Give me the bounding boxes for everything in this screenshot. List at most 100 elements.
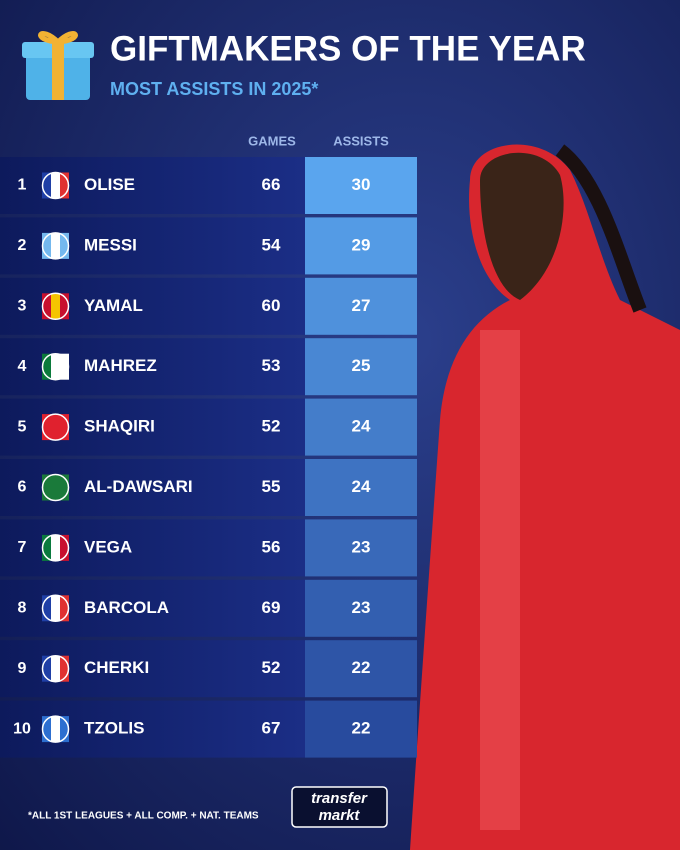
flag-part bbox=[60, 232, 69, 259]
flag-part bbox=[60, 414, 69, 441]
flag-part bbox=[51, 353, 60, 380]
flag bbox=[41, 534, 70, 562]
flag-part bbox=[42, 353, 51, 380]
player-name: MESSI bbox=[84, 235, 137, 254]
flag-part bbox=[51, 534, 60, 561]
title: GIFTMAKERS OF THE YEAR bbox=[110, 29, 586, 68]
flag-part bbox=[42, 172, 51, 199]
flag-part bbox=[51, 232, 60, 259]
assists: 24 bbox=[352, 477, 371, 496]
flag-part bbox=[51, 595, 60, 622]
rank: 9 bbox=[18, 660, 27, 677]
flag-part bbox=[60, 172, 69, 199]
flag-part bbox=[42, 414, 51, 441]
rank: 8 bbox=[18, 600, 27, 617]
games: 53 bbox=[262, 356, 281, 375]
assists-cell bbox=[305, 519, 417, 577]
flag-part bbox=[42, 474, 51, 501]
table: 1 OLISE 66 30 2 MESSI 54 29 3 YAMAL 60 27 4 MAHREZ 53 2… bbox=[0, 157, 417, 758]
assists: 22 bbox=[352, 719, 371, 738]
flag-ring bbox=[41, 594, 70, 623]
flag-part bbox=[60, 293, 69, 320]
flag bbox=[41, 715, 70, 743]
flag bbox=[41, 594, 70, 623]
assists: 23 bbox=[352, 598, 371, 617]
games: 54 bbox=[262, 235, 281, 254]
flag bbox=[41, 232, 70, 260]
rank: 10 bbox=[13, 720, 31, 737]
rank: 2 bbox=[18, 237, 27, 254]
assists: 27 bbox=[352, 296, 371, 315]
flag bbox=[41, 473, 70, 502]
footnote: *ALL 1ST LEAGUES + ALL COMP. + NAT. TEAM… bbox=[28, 811, 259, 822]
flag bbox=[41, 654, 70, 683]
player-name: OLISE bbox=[84, 175, 135, 194]
rank: 7 bbox=[18, 539, 27, 556]
games: 66 bbox=[262, 175, 281, 194]
assists-cell bbox=[305, 398, 417, 456]
assists: 30 bbox=[352, 175, 371, 194]
assists-cell bbox=[305, 640, 417, 698]
player-name: SHAQIRI bbox=[84, 417, 155, 436]
assists-cell bbox=[305, 277, 417, 335]
assists-cell bbox=[305, 217, 417, 275]
flag-ring bbox=[41, 534, 70, 562]
assists-cell bbox=[305, 459, 417, 516]
flag-part bbox=[42, 534, 51, 561]
assists: 23 bbox=[352, 537, 371, 556]
flag-part bbox=[60, 534, 69, 561]
flag-ring bbox=[41, 292, 70, 321]
assists: 29 bbox=[352, 235, 371, 254]
flag-part bbox=[51, 293, 60, 320]
flag-ring bbox=[41, 232, 70, 260]
games: 52 bbox=[262, 417, 281, 436]
flag-part bbox=[42, 293, 51, 320]
player-name: BARCOLA bbox=[84, 598, 169, 617]
assists-cell bbox=[305, 579, 417, 637]
column-header: ASSISTS bbox=[333, 133, 389, 148]
flag-part bbox=[51, 474, 60, 501]
rank: 1 bbox=[18, 177, 27, 194]
logo: transfer markt bbox=[291, 786, 388, 828]
flag bbox=[41, 413, 70, 441]
games: 60 bbox=[262, 296, 281, 315]
assists-cell bbox=[305, 338, 417, 396]
flag bbox=[41, 171, 70, 200]
logo-text: transfer bbox=[311, 790, 368, 807]
flag-part bbox=[51, 172, 60, 199]
flag-ring bbox=[41, 473, 70, 502]
flag-part bbox=[60, 716, 69, 743]
flag-part bbox=[42, 595, 51, 622]
flag-part bbox=[60, 655, 69, 682]
player-name: TZOLIS bbox=[84, 719, 144, 738]
flag-ring bbox=[41, 715, 70, 743]
player-name: YAMAL bbox=[84, 296, 143, 315]
rank: 4 bbox=[18, 358, 27, 375]
flag bbox=[41, 292, 70, 321]
column-header: GAMES bbox=[248, 133, 296, 148]
assists: 22 bbox=[352, 658, 371, 677]
rank: 6 bbox=[18, 479, 27, 496]
flag-part bbox=[51, 655, 60, 682]
assists: 24 bbox=[352, 417, 371, 436]
games: 67 bbox=[262, 719, 281, 738]
flag-part bbox=[51, 716, 60, 743]
assists: 25 bbox=[352, 356, 371, 375]
games: 52 bbox=[262, 658, 281, 677]
flag-part bbox=[60, 353, 69, 380]
player-name: AL-DAWSARI bbox=[84, 477, 193, 496]
player-name: MAHREZ bbox=[84, 356, 157, 375]
flag-part bbox=[42, 232, 51, 259]
games: 55 bbox=[262, 477, 281, 496]
flag-part bbox=[42, 655, 51, 682]
flag-part bbox=[42, 716, 51, 743]
flag bbox=[41, 352, 70, 381]
games: 69 bbox=[262, 598, 281, 617]
rank: 3 bbox=[18, 298, 27, 315]
gift-icon bbox=[22, 31, 94, 100]
flag-part bbox=[51, 414, 60, 441]
flag-ring bbox=[41, 654, 70, 683]
assists-cell bbox=[305, 157, 417, 214]
player-name: VEGA bbox=[84, 537, 132, 556]
